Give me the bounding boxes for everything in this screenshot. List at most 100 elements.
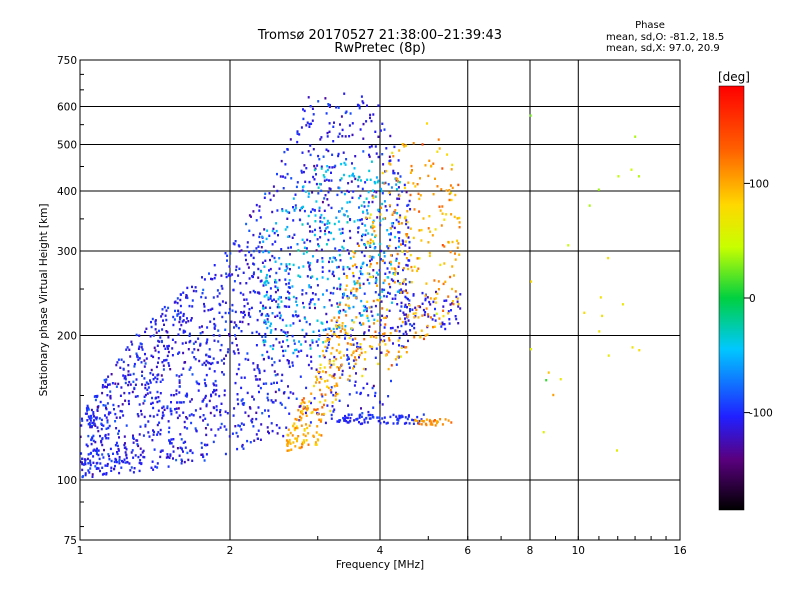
data-point [263,228,266,231]
data-point [335,324,338,327]
data-point [404,322,407,326]
data-point [352,287,355,290]
data-point [204,444,207,447]
data-point [417,305,420,308]
data-point [273,298,275,301]
data-point [392,279,395,283]
data-point [313,384,315,388]
data-point [379,223,382,227]
data-point [294,204,297,207]
data-point [176,401,178,404]
data-point [286,449,289,452]
data-point [266,326,269,330]
data-point [101,391,104,395]
data-point [151,317,154,321]
data-point [229,274,232,277]
data-point [124,381,127,385]
data-point [84,458,87,462]
data-point [186,296,189,300]
data-point [160,315,163,318]
data-point [362,150,365,153]
data-point [387,247,390,250]
data-point [233,280,236,283]
data-point [366,382,369,385]
data-point [322,155,325,158]
data-point [268,234,271,237]
data-point [296,439,298,443]
data-point [327,327,330,330]
data-point [335,106,338,109]
data-point [183,426,186,429]
data-point [447,312,450,315]
data-point [138,345,141,348]
data-point [317,298,320,301]
x-axis-label: Frequency [MHz] [336,559,424,571]
data-point [210,277,212,281]
data-point [102,424,105,427]
data-point [368,325,371,328]
data-point [200,295,203,299]
data-point [203,378,206,382]
data-point [420,228,423,232]
data-point [324,393,327,396]
data-point [143,395,146,398]
data-point [230,320,233,323]
data-point [278,278,281,282]
data-point [242,316,245,319]
data-point [315,200,318,203]
data-point [318,226,321,230]
data-point [99,462,102,465]
data-point [228,308,231,311]
data-point [442,309,445,312]
data-point [307,96,310,99]
data-point [326,168,329,172]
data-point [299,218,302,222]
data-point [412,294,415,297]
data-point [289,268,291,271]
data-point [320,213,323,217]
data-point [438,317,441,320]
data-point [333,222,336,226]
data-point [91,473,94,476]
data-point [239,320,242,323]
data-point [319,236,322,239]
data-point [342,416,345,420]
data-point [365,417,368,420]
data-point [159,428,162,432]
data-point [361,233,364,236]
data-point [266,273,268,277]
data-point [407,236,410,239]
data-point [266,313,269,316]
data-point [273,361,276,364]
data-point [290,448,293,451]
data-point [219,410,221,414]
data-point [348,393,351,396]
data-point [96,406,99,409]
data-point [326,226,329,229]
data-point [89,463,92,467]
data-point [360,351,363,355]
data-point [352,321,355,324]
data-point [117,405,120,408]
data-point [89,423,92,426]
data-point [259,232,262,235]
data-point [114,444,117,447]
data-point [333,373,336,376]
data-point [436,150,439,153]
data-point [243,298,246,301]
data-point [174,408,176,411]
data-point [311,119,314,122]
data-point [271,299,274,302]
data-point [205,353,208,356]
data-point [87,434,90,438]
data-point [186,317,188,320]
data-point [337,305,340,308]
data-point [389,227,392,230]
data-point [181,320,184,323]
data-point [358,356,360,359]
data-point [295,425,298,428]
data-point [424,294,427,297]
data-point [376,416,379,419]
data-point [400,288,403,291]
data-point [319,216,322,219]
